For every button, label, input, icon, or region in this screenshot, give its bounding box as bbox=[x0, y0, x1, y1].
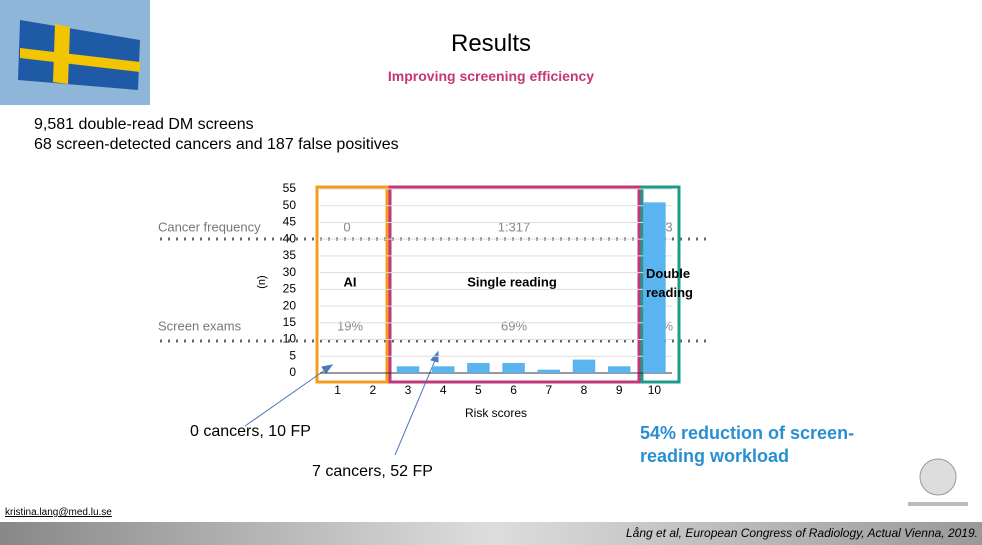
y-axis-label: (n) bbox=[256, 275, 268, 288]
subtitle: Improving screening efficiency bbox=[0, 68, 982, 84]
email: kristina.lang@med.lu.se bbox=[5, 507, 112, 518]
title: Results bbox=[0, 30, 982, 58]
x-tick-label: 2 bbox=[369, 383, 376, 397]
row-label: Screen exams bbox=[158, 318, 242, 333]
bar bbox=[397, 366, 420, 373]
x-tick-label: 6 bbox=[510, 383, 517, 397]
y-tick-label: 10 bbox=[283, 332, 297, 346]
callout: 0 cancers, 10 FP bbox=[190, 423, 311, 441]
group-label: Single reading bbox=[467, 274, 557, 289]
screen-exams: 19% bbox=[337, 318, 363, 333]
slide: 0 1:317 1:23 19% 69% 12% Cancer frequenc… bbox=[0, 0, 982, 545]
x-tick-label: 4 bbox=[440, 383, 447, 397]
y-tick-label: 5 bbox=[289, 348, 296, 362]
callout: 54% reduction of screen-reading workload bbox=[640, 422, 900, 468]
row-label: Cancer frequency bbox=[158, 219, 261, 234]
y-tick-label: 40 bbox=[283, 231, 297, 245]
bar bbox=[502, 363, 525, 373]
x-tick-label: 1 bbox=[334, 383, 341, 397]
intro-line: 68 screen-detected cancers and 187 false… bbox=[34, 136, 399, 154]
x-tick-label: 7 bbox=[545, 383, 552, 397]
bar bbox=[538, 370, 561, 373]
y-tick-label: 25 bbox=[283, 282, 297, 296]
bar bbox=[608, 366, 631, 373]
bar bbox=[432, 366, 455, 373]
cancer-frequency: 0 bbox=[343, 219, 350, 234]
x-tick-label: 3 bbox=[405, 383, 412, 397]
y-tick-label: 20 bbox=[283, 298, 297, 312]
y-tick-label: 0 bbox=[289, 365, 296, 379]
citation: Lång et al, European Congress of Radiolo… bbox=[626, 526, 978, 540]
group-label: AI bbox=[344, 274, 357, 289]
y-tick-label: 50 bbox=[283, 198, 297, 212]
x-tick-label: 8 bbox=[581, 383, 588, 397]
x-tick-label: 5 bbox=[475, 383, 482, 397]
y-tick-label: 30 bbox=[283, 265, 297, 279]
bar bbox=[573, 360, 596, 373]
intro-line: 9,581 double-read DM screens bbox=[34, 116, 254, 134]
bar bbox=[467, 363, 490, 373]
university-logo bbox=[908, 459, 968, 506]
y-tick-label: 15 bbox=[283, 315, 297, 329]
screen-exams: 69% bbox=[501, 318, 527, 333]
x-axis-label: Risk scores bbox=[465, 406, 527, 420]
y-tick-label: 55 bbox=[283, 181, 297, 195]
x-tick-label: 10 bbox=[648, 383, 662, 397]
callout: 7 cancers, 52 FP bbox=[312, 463, 433, 481]
x-tick-label: 9 bbox=[616, 383, 623, 397]
y-tick-label: 35 bbox=[283, 248, 297, 262]
y-tick-label: 45 bbox=[283, 215, 297, 229]
group-label: Double reading bbox=[646, 264, 702, 302]
cancer-frequency: 1:317 bbox=[498, 219, 531, 234]
